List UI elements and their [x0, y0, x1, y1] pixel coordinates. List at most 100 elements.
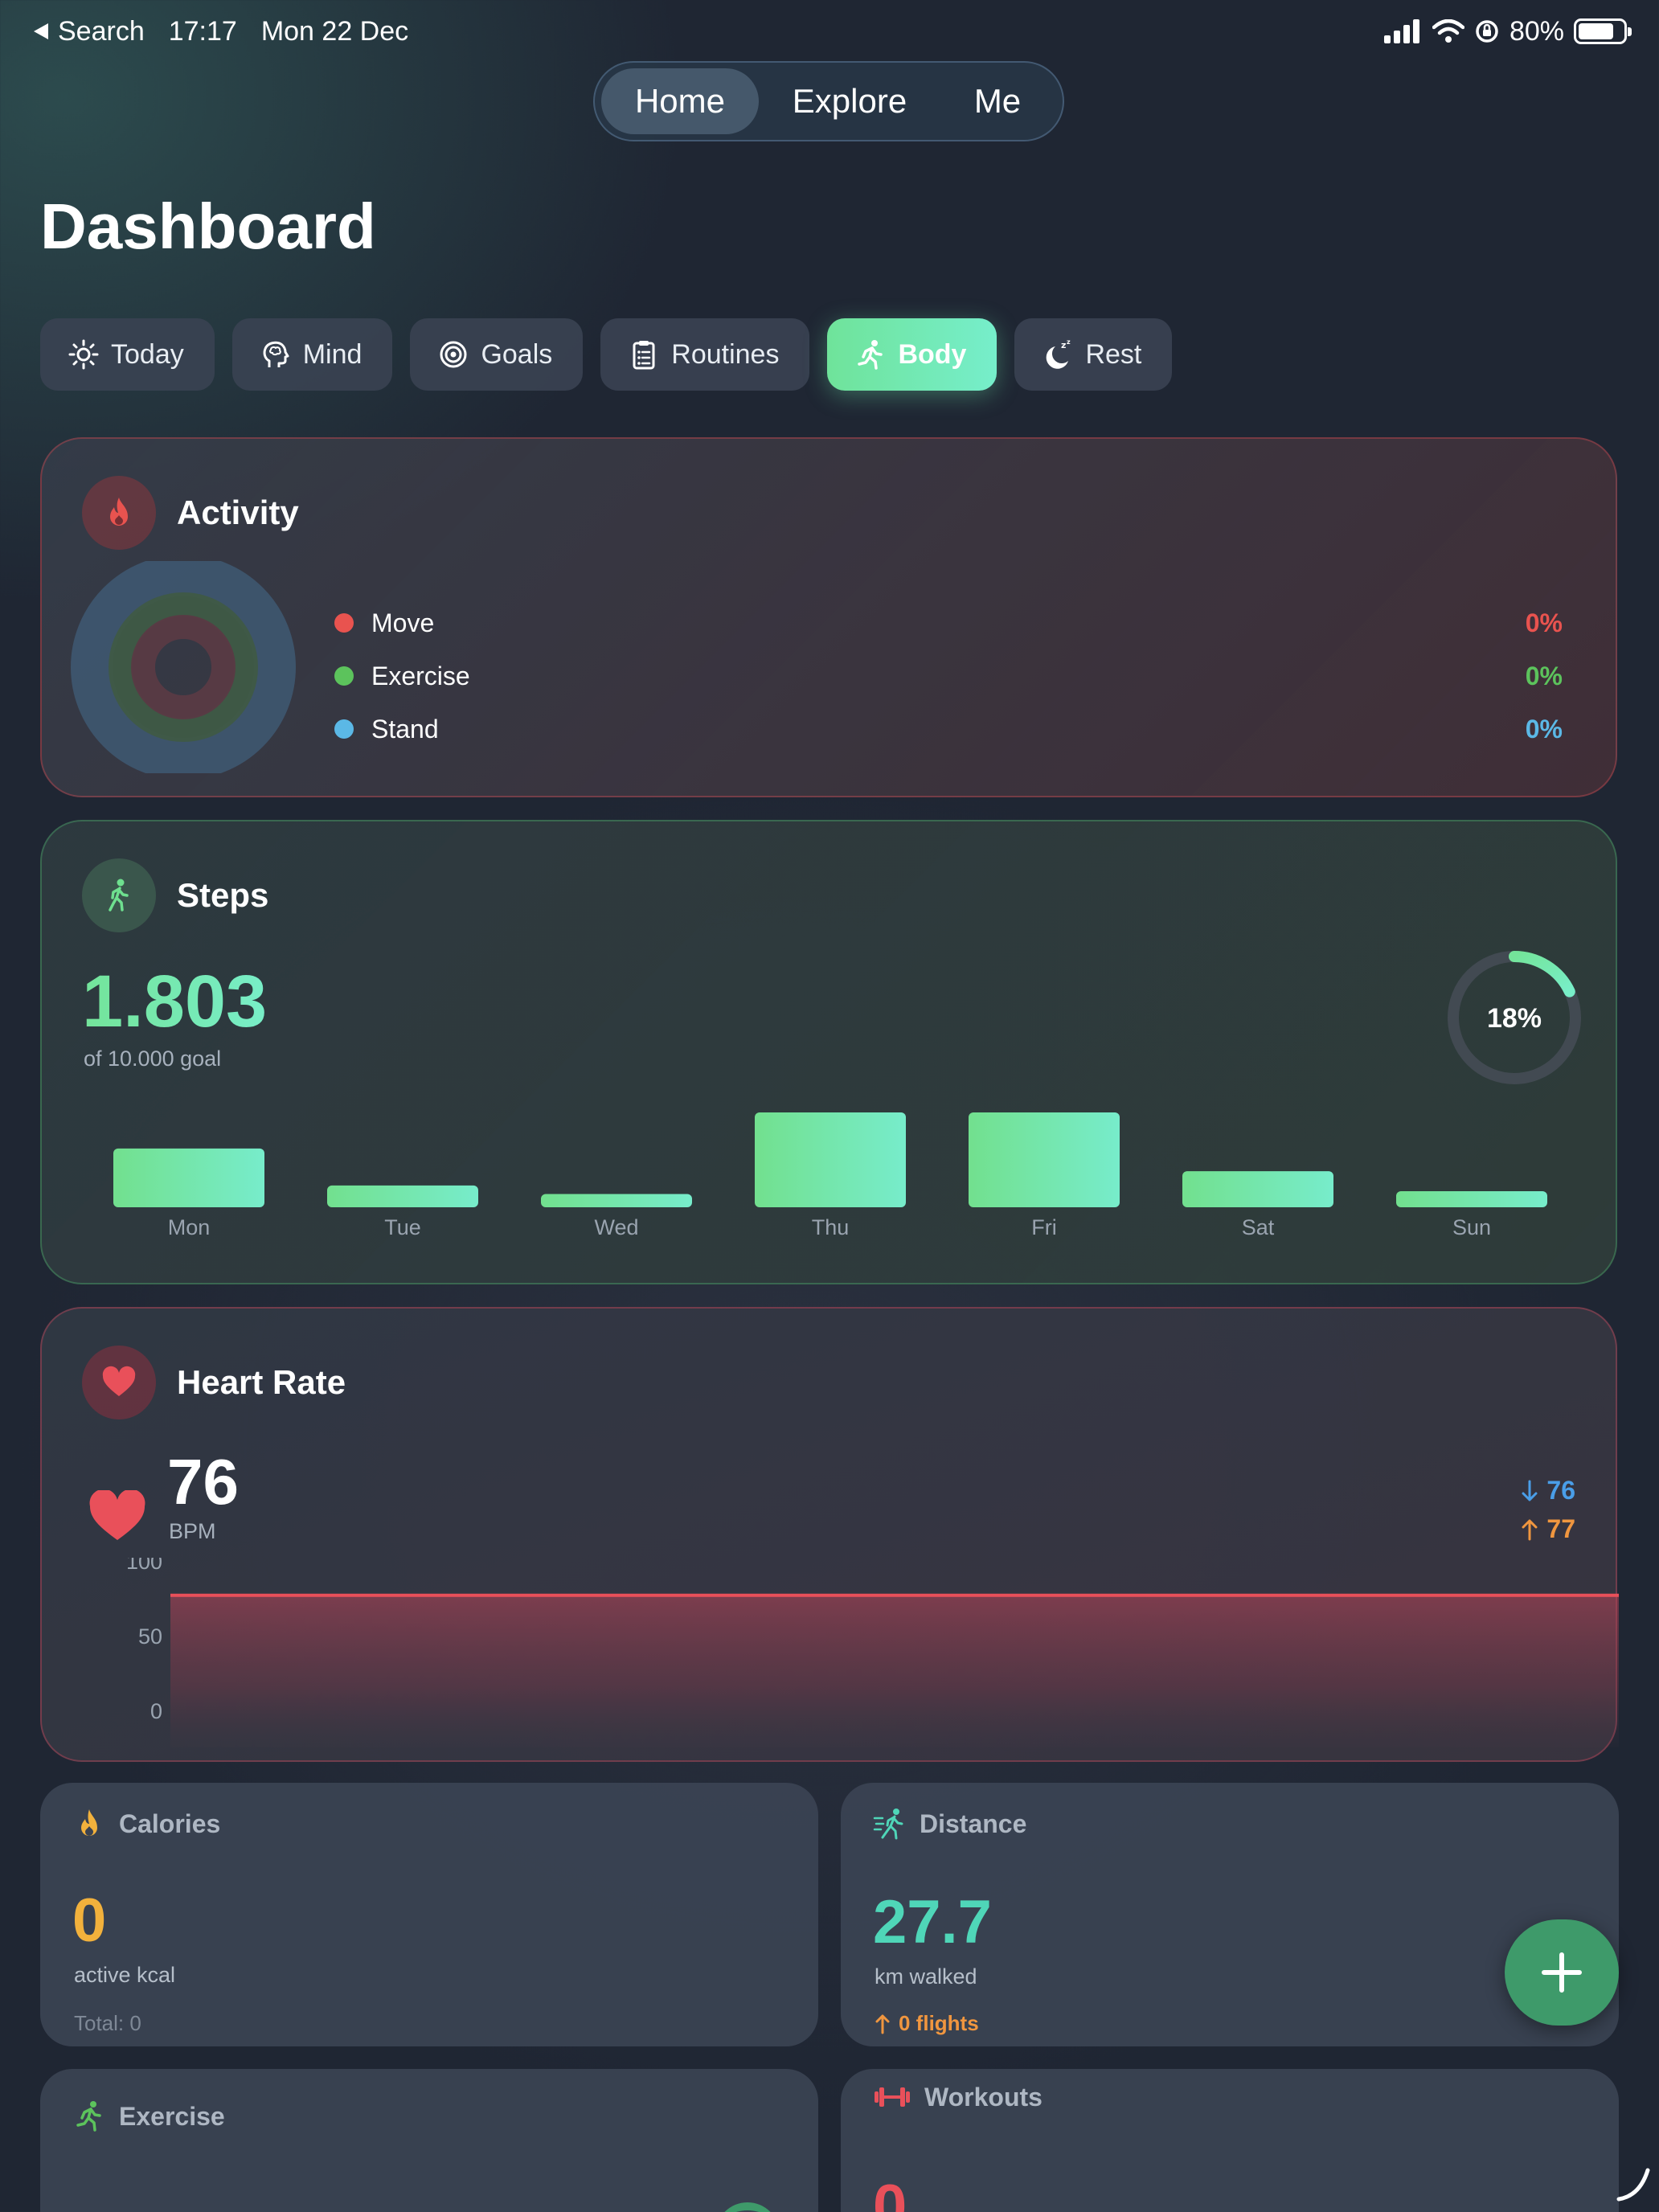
back-to-search-link[interactable]: Search: [32, 16, 145, 47]
steps-goal: of 10.000 goal: [84, 1047, 222, 1071]
back-label: Search: [58, 15, 145, 47]
heart-rate-card[interactable]: Heart Rate 76 BPM 76 77 100 50 0: [40, 1307, 1619, 1762]
legend-row-stand: Stand 0%: [333, 703, 1563, 756]
steps-bar-fri: [969, 1112, 1120, 1207]
chip-routines[interactable]: Routines: [600, 318, 810, 391]
clipboard-icon: [633, 341, 655, 370]
chip-mind[interactable]: Mind: [231, 318, 393, 391]
chip-label: Mind: [302, 338, 363, 370]
status-date: Mon 22 Dec: [260, 15, 409, 47]
workouts-tile[interactable]: Workouts 0: [841, 2069, 1619, 2212]
chip-body[interactable]: Body: [827, 318, 997, 391]
exercise-tile[interactable]: Exercise: [40, 2069, 818, 2212]
workouts-value: 0: [873, 2173, 907, 2212]
nav-tab-explore[interactable]: Explore: [792, 82, 907, 120]
legend-row-move: Move 0%: [333, 596, 1563, 649]
bpm-max-value: 77: [1546, 1514, 1575, 1543]
steps-day-label: Thu: [812, 1215, 850, 1239]
steps-bar-sun: [1396, 1190, 1547, 1207]
tile-title: Calories: [119, 1809, 221, 1838]
scroll-corner-indicator: [1616, 2168, 1650, 2202]
tile-title: Workouts: [924, 2082, 1043, 2112]
flame-icon: [81, 1809, 97, 1836]
steps-day-label: Tue: [384, 1215, 421, 1239]
battery-fill: [1579, 23, 1614, 39]
activity-rings: [71, 561, 296, 773]
heart-icon: [82, 1346, 156, 1419]
card-title: Heart Rate: [177, 1363, 346, 1401]
dumbbell-icon: [875, 2087, 910, 2107]
arrow-up-icon: [1522, 1519, 1538, 1540]
steps-bar-sat: [1182, 1171, 1333, 1207]
steps-day-label: Fri: [1031, 1215, 1056, 1239]
walking-person-icon: [82, 858, 156, 932]
chip-label: Goals: [481, 338, 553, 370]
bpm-max: 77: [1521, 1514, 1575, 1544]
running-person-icon: [76, 2101, 101, 2132]
tile-title: Distance: [920, 1809, 1027, 1838]
signal-icon: [1383, 19, 1419, 43]
top-segmented-nav: Home Explore Me: [593, 61, 1064, 141]
calories-value: 0: [72, 1886, 107, 1955]
chip-label: Today: [111, 338, 184, 370]
bpm-heart-icon: [89, 1490, 145, 1540]
heart-rate-chart: 100 50 0: [126, 1558, 1619, 1747]
target-icon: [440, 341, 467, 368]
battery-percent: 80%: [1509, 15, 1564, 47]
legend-label: Move: [371, 608, 435, 637]
chip-label: Body: [898, 338, 967, 370]
steps-day-label: Sun: [1452, 1215, 1491, 1239]
svg-text:z: z: [1061, 340, 1066, 350]
chip-today[interactable]: Today: [40, 318, 215, 391]
move-dot: [334, 613, 354, 633]
chip-goals[interactable]: Goals: [410, 318, 584, 391]
steps-count: 1.803: [82, 961, 268, 1043]
steps-bar-chart: Mon Tue Wed Thu Fri Sat Sun: [113, 1112, 1547, 1239]
wifi-icon: [1432, 19, 1464, 43]
running-speed-icon: [873, 1809, 903, 1840]
arrow-up-icon: [875, 2014, 890, 2034]
steps-day-label: Mon: [168, 1215, 211, 1239]
steps-bar-mon: [113, 1148, 264, 1207]
hr-y-tick-label: 100: [126, 1558, 162, 1574]
add-button[interactable]: [1505, 1919, 1619, 2026]
activity-card[interactable]: Activity Move 0% Exercise 0% Stand 0%: [40, 437, 1617, 797]
nav-tab-me[interactable]: Me: [973, 82, 1022, 120]
page-title: Dashboard: [40, 190, 376, 262]
status-bar: Search 17:17 Mon 22 Dec 80%: [32, 11, 1632, 51]
svg-text:z: z: [1067, 338, 1071, 346]
bpm-min: 76: [1521, 1476, 1575, 1505]
brain-head-icon: [263, 341, 289, 367]
calories-label: active kcal: [74, 1963, 176, 1987]
steps-bar-tue: [327, 1185, 478, 1207]
calories-tile[interactable]: Calories 0 active kcal Total: 0: [40, 1783, 818, 2046]
legend-label: Exercise: [371, 661, 470, 690]
steps-day-label: Sat: [1242, 1215, 1275, 1239]
plus-icon: [1542, 1952, 1582, 1993]
exercise-ring-peek: [715, 2202, 780, 2212]
progress-arc: [1509, 951, 1575, 997]
legend-row-exercise: Exercise 0%: [333, 649, 1563, 703]
running-person-icon: [858, 340, 883, 370]
steps-bar-wed: [541, 1194, 692, 1207]
legend-value: 0%: [1525, 714, 1563, 743]
legend-label: Stand: [371, 714, 439, 743]
battery-icon: [1574, 18, 1632, 44]
steps-progress-ring: 18%: [1448, 951, 1581, 1084]
hr-y-tick-label: 0: [150, 1699, 162, 1723]
distance-value: 27.7: [873, 1888, 992, 1956]
bpm-min-value: 76: [1546, 1476, 1575, 1505]
distance-tile[interactable]: Distance 27.7 km walked 0 flights: [841, 1783, 1619, 2046]
back-triangle-icon: [34, 23, 48, 39]
stand-dot: [334, 719, 354, 739]
bpm-unit: BPM: [169, 1519, 216, 1543]
chip-rest[interactable]: z z Rest: [1014, 318, 1173, 391]
flights-value: 0 flights: [899, 2011, 979, 2035]
rotation-lock-icon: [1476, 20, 1498, 43]
exercise-dot: [334, 666, 354, 686]
flame-icon: [82, 476, 156, 550]
sun-icon: [68, 339, 99, 370]
nav-tab-home[interactable]: Home: [601, 68, 759, 134]
steps-card[interactable]: Steps 1.803 of 10.000 goal 18% Mon Tue Wed…: [40, 820, 1617, 1284]
hr-area: [170, 1595, 1619, 1747]
